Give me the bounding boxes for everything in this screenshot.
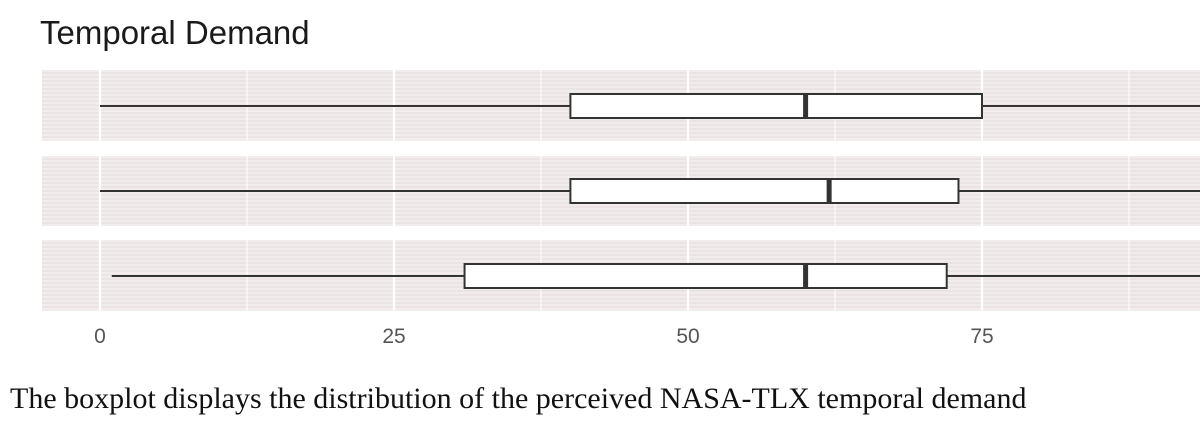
x-tick-label: 25 — [382, 325, 405, 348]
box-3 — [111, 263, 1200, 289]
boxes — [100, 93, 1200, 289]
x-axis: 0 25 50 75 — [94, 325, 994, 348]
box-1 — [100, 93, 1200, 119]
box-iqr — [569, 93, 984, 119]
x-tick-label: 75 — [970, 325, 993, 348]
x-tick-label: 0 — [94, 325, 106, 348]
chart-title: Temporal Demand — [40, 14, 310, 51]
figure-caption: The boxplot displays the distribution of… — [10, 382, 1027, 415]
boxplot-chart: 0 25 50 75 — [42, 70, 1200, 348]
x-tick-label: 50 — [676, 325, 699, 348]
box-iqr — [463, 263, 948, 289]
box-2 — [100, 178, 1200, 204]
box-iqr — [569, 178, 960, 204]
